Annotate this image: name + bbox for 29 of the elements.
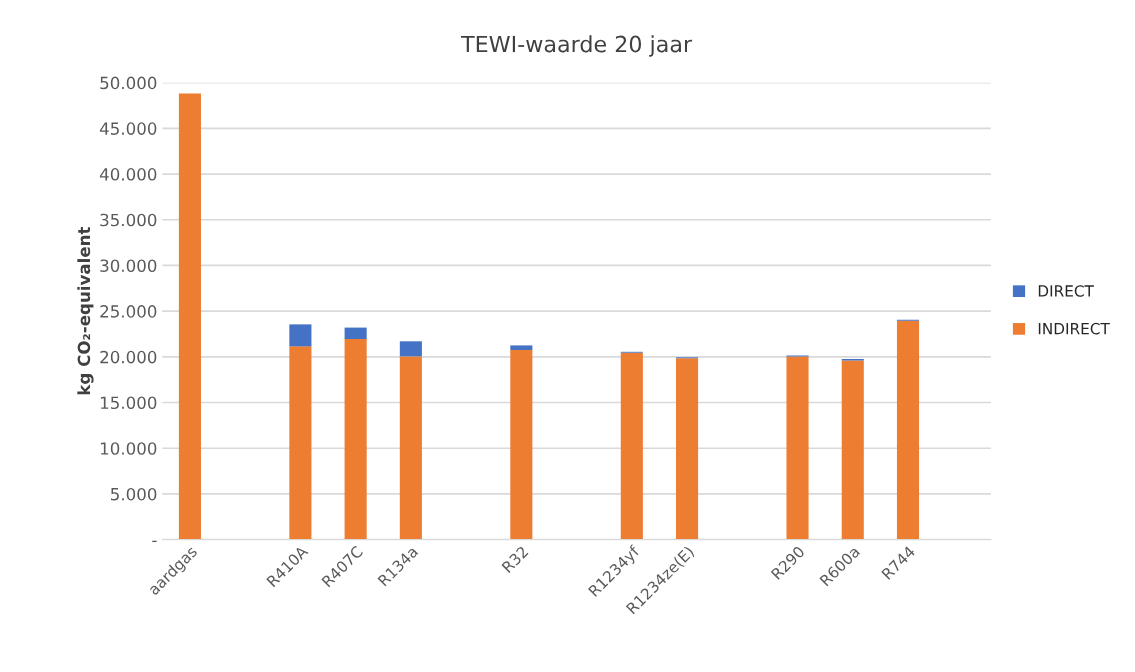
bar xyxy=(676,358,699,540)
y-tick-label: 25.000 xyxy=(100,305,157,318)
legend-label: DIRECT xyxy=(1038,285,1094,297)
legend-label: INDIRECT xyxy=(1038,322,1110,335)
bar xyxy=(786,356,809,540)
bar xyxy=(399,356,422,540)
y-tick-label: 20.000 xyxy=(100,350,157,364)
chart-title: TEWI-waarde 20 jaar xyxy=(460,35,693,57)
y-tick-label: 35.000 xyxy=(100,213,157,227)
bar xyxy=(841,360,864,540)
bar xyxy=(510,345,533,350)
bar xyxy=(289,346,312,540)
bar xyxy=(289,324,312,347)
y-tick-label: 15.000 xyxy=(100,396,157,410)
y-tick-label: 10.000 xyxy=(100,442,157,455)
y-tick-label: 40.000 xyxy=(99,168,157,181)
bar xyxy=(896,320,920,540)
bar xyxy=(344,339,367,540)
y-tick-label: - xyxy=(152,540,157,543)
bar xyxy=(399,341,422,357)
y-tick-label: 30.000 xyxy=(100,259,157,273)
bar xyxy=(344,327,367,340)
bar xyxy=(178,93,201,540)
y-axis-title: kg CO₂-equivalent xyxy=(77,226,94,395)
y-tick-label: 5.000 xyxy=(111,487,157,501)
y-tick-label: 45.000 xyxy=(99,122,157,135)
bar xyxy=(620,352,643,540)
bar xyxy=(510,349,533,540)
y-tick-label: 50.000 xyxy=(100,76,157,90)
